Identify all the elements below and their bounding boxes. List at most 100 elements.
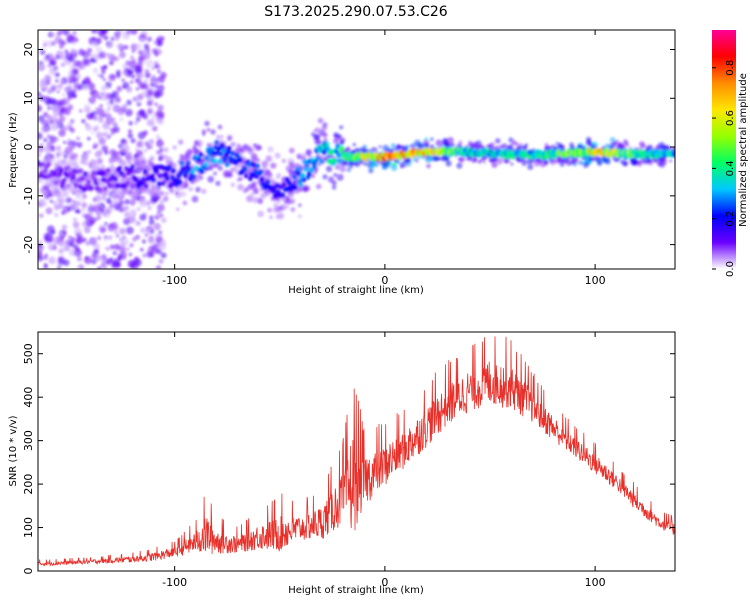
heatmap-cell — [107, 107, 111, 111]
heatmap-cell — [108, 73, 116, 82]
heatmap-cell — [121, 144, 130, 153]
heatmap-cell — [117, 108, 125, 116]
heatmap-cell — [72, 217, 77, 222]
heatmap-cell — [61, 198, 66, 204]
heatmap-cell — [102, 132, 107, 137]
heatmap-cell — [62, 140, 67, 144]
heatmap-cell — [73, 183, 79, 188]
heatmap-cell — [38, 147, 44, 153]
spectrogram-frame — [37, 29, 676, 270]
heatmap-cell — [88, 150, 92, 154]
heatmap-cell — [118, 245, 126, 253]
heatmap-cell — [210, 129, 216, 135]
heatmap-cell — [109, 128, 113, 132]
heatmap-cell — [130, 80, 134, 84]
heatmap-cell — [138, 72, 144, 79]
heatmap-cell — [61, 210, 66, 215]
heatmap-cell — [43, 43, 47, 47]
heatmap-cell — [43, 99, 48, 103]
heatmap-cell — [178, 139, 184, 145]
snr-ticks — [38, 332, 675, 572]
heatmap-cell — [50, 136, 56, 142]
heatmap-cell — [325, 165, 333, 172]
heatmap-cell — [38, 239, 43, 244]
heatmap-cell — [158, 258, 164, 264]
colorbar-tick-label: 0.4 — [725, 160, 736, 176]
heatmap-cell — [41, 161, 46, 167]
heatmap-cell — [53, 236, 61, 245]
heatmap-cell — [38, 250, 43, 259]
heatmap-cell — [258, 169, 263, 175]
heatmap-cell — [629, 157, 634, 161]
heatmap-cell — [59, 235, 65, 241]
heatmap-cell — [135, 65, 140, 70]
heatmap-cell — [499, 144, 504, 149]
heatmap-cell — [632, 159, 638, 166]
heatmap-cell — [148, 219, 155, 226]
figure-title: S173.2025.290.07.53.C26 — [264, 4, 448, 20]
heatmap-cell — [230, 141, 236, 148]
heatmap-cell — [135, 78, 142, 85]
heatmap-cell — [48, 67, 57, 75]
heatmap-cell — [83, 151, 87, 155]
heatmap-cell — [140, 37, 145, 42]
heatmap-cell — [160, 191, 165, 196]
heatmap-cell — [112, 105, 119, 111]
heatmap-cell — [296, 170, 301, 176]
heatmap-cell — [442, 137, 448, 143]
heatmap-cell — [70, 48, 74, 52]
heatmap-cell — [110, 56, 117, 62]
heatmap-cell — [157, 118, 164, 125]
heatmap-cell — [252, 143, 257, 148]
heatmap-cell — [47, 106, 52, 110]
heatmap-cell — [137, 93, 144, 101]
heatmap-cell — [58, 168, 64, 173]
heatmap-cell — [51, 105, 59, 113]
heatmap-cell — [118, 170, 124, 176]
heatmap-cell — [60, 62, 66, 67]
heatmap-cell — [255, 163, 260, 169]
heatmap-cell — [45, 195, 50, 200]
heatmap-cell — [298, 203, 302, 207]
heatmap-cell — [248, 176, 253, 182]
heatmap-cell — [178, 170, 184, 176]
heatmap-cell — [40, 125, 49, 133]
heatmap-cell — [110, 36, 115, 42]
heatmap-cell — [152, 79, 160, 86]
heatmap-cell — [135, 117, 141, 122]
heatmap-cell — [81, 202, 87, 208]
heatmap-cell — [71, 162, 79, 169]
heatmap-cell — [313, 128, 318, 133]
heatmap-cell — [182, 200, 188, 206]
heatmap-cell — [72, 68, 79, 75]
heatmap-cell — [572, 157, 579, 164]
heatmap-cell — [322, 132, 328, 138]
heatmap-cell — [72, 41, 76, 45]
heatmap-cell — [390, 143, 396, 149]
heatmap-cell — [211, 150, 216, 156]
heatmap-cell — [107, 117, 114, 124]
heatmap-cell — [97, 266, 102, 269]
heatmap-cell — [346, 146, 351, 151]
heatmap-cell — [85, 241, 90, 246]
heatmap-cell — [52, 201, 57, 205]
heatmap-cell — [82, 85, 89, 91]
heatmap-cell — [148, 215, 154, 221]
heatmap-cell — [68, 143, 74, 149]
heatmap-cell — [267, 207, 272, 213]
heatmap-cell — [289, 147, 295, 154]
heatmap-cell — [293, 185, 298, 190]
y-tick-label: 200 — [22, 474, 35, 495]
heatmap-cell — [122, 31, 130, 40]
colorbar-tick-label: 0.8 — [725, 60, 736, 76]
heatmap-cell — [42, 174, 47, 180]
heatmap-cell — [160, 181, 166, 187]
heatmap-cell — [91, 30, 98, 34]
heatmap-cell — [285, 166, 290, 171]
heatmap-cell — [144, 233, 149, 237]
heatmap-cell — [83, 153, 88, 158]
y-tick-label: 10 — [22, 91, 35, 105]
heatmap-cell — [40, 49, 46, 55]
heatmap-cell — [399, 161, 407, 168]
heatmap-cell — [97, 116, 104, 123]
